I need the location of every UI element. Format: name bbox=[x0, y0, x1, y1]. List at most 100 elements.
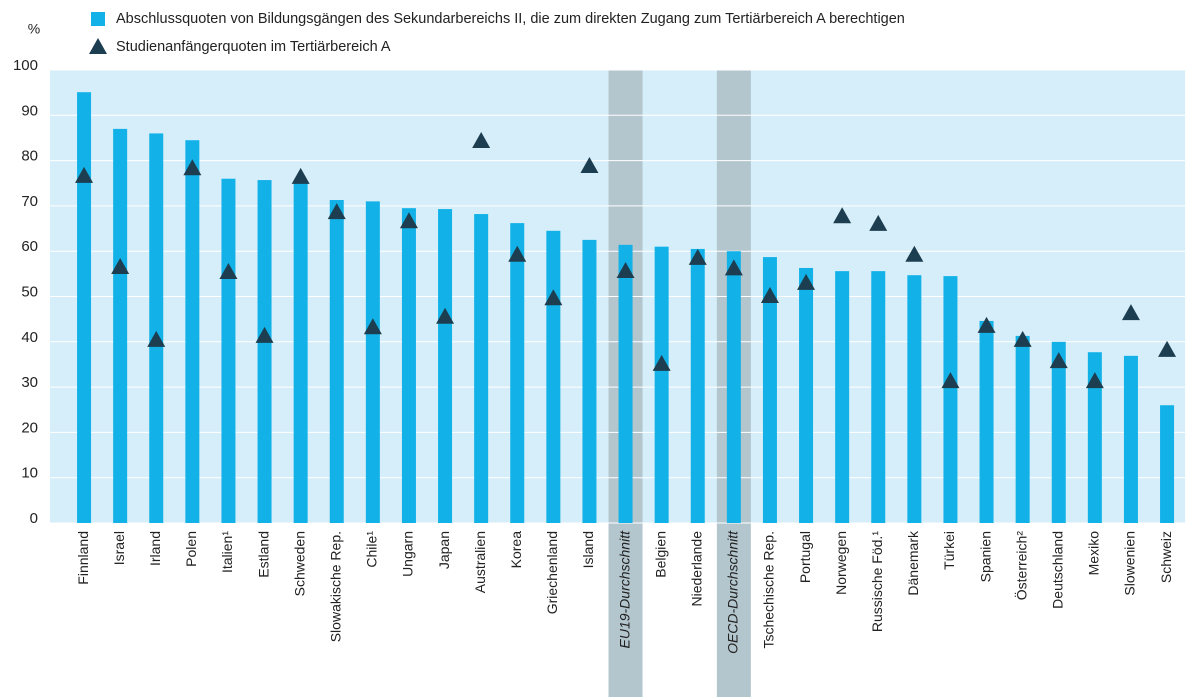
bar bbox=[1051, 341, 1066, 523]
y-tick-label: 70 bbox=[21, 193, 38, 210]
bar bbox=[329, 200, 344, 524]
triangle-marker bbox=[724, 259, 743, 276]
x-tick-label: OECD-Durchschnitt bbox=[725, 530, 741, 654]
y-tick-label: 50 bbox=[21, 283, 38, 300]
bar bbox=[618, 244, 633, 523]
x-tick-label: Ungarn bbox=[400, 531, 416, 577]
triangle-marker bbox=[1013, 330, 1032, 347]
bar bbox=[293, 183, 308, 523]
bar bbox=[726, 251, 741, 523]
x-tick-label: Dänemark bbox=[905, 530, 921, 596]
x-tick-label: Australien bbox=[472, 531, 488, 593]
bar bbox=[1015, 335, 1030, 523]
bar bbox=[979, 320, 994, 523]
triangle-marker bbox=[941, 372, 960, 389]
bar bbox=[871, 271, 886, 523]
x-tick-label: Mexiko bbox=[1086, 531, 1102, 576]
y-tick-label: 0 bbox=[30, 510, 38, 527]
triangle-marker bbox=[869, 214, 888, 231]
bar bbox=[654, 246, 669, 524]
x-tick-label: Island bbox=[580, 531, 596, 568]
triangle-marker bbox=[1085, 372, 1104, 389]
x-tick-label: Schweden bbox=[291, 531, 307, 596]
y-tick-label: 90 bbox=[21, 102, 38, 119]
x-tick-label: Belgien bbox=[652, 531, 668, 578]
bar bbox=[582, 239, 597, 523]
bar bbox=[546, 230, 561, 523]
bar bbox=[185, 140, 200, 523]
triangle-marker bbox=[833, 207, 852, 224]
x-tick-label: Türkei bbox=[941, 531, 957, 570]
legend-swatch bbox=[91, 12, 105, 26]
y-tick-label: 60 bbox=[21, 238, 38, 255]
bar bbox=[401, 208, 416, 524]
bar bbox=[799, 267, 814, 523]
triangle-marker bbox=[1049, 352, 1068, 369]
bar bbox=[438, 209, 453, 524]
x-tick-label: Portugal bbox=[797, 531, 813, 583]
x-tick-label: Österreich² bbox=[1012, 531, 1029, 601]
bar bbox=[907, 275, 922, 523]
bar bbox=[221, 178, 236, 523]
x-tick-label: Schweiz bbox=[1158, 531, 1174, 583]
triangle-marker bbox=[183, 159, 202, 176]
x-tick-label: Deutschland bbox=[1049, 531, 1065, 609]
legend-swatch bbox=[89, 38, 107, 54]
bar bbox=[113, 128, 128, 523]
y-tick-label: 20 bbox=[21, 419, 38, 436]
bar bbox=[835, 271, 850, 523]
bar bbox=[474, 214, 489, 523]
x-tick-label: Irland bbox=[147, 531, 163, 566]
triangle-marker bbox=[436, 307, 455, 324]
x-tick-label: Korea bbox=[508, 531, 524, 569]
x-tick-label: Estland bbox=[255, 531, 271, 578]
x-tick-label: Italien¹ bbox=[219, 531, 235, 573]
y-tick-label: 10 bbox=[21, 465, 38, 482]
bar bbox=[1160, 405, 1175, 523]
x-tick-label: Niederlande bbox=[688, 531, 704, 607]
bar bbox=[943, 276, 958, 523]
x-tick-label: Polen bbox=[183, 531, 199, 567]
x-tick-label: Slowenien bbox=[1122, 531, 1138, 596]
bar bbox=[690, 248, 705, 523]
triangle-marker bbox=[508, 245, 527, 262]
triangle-marker bbox=[616, 262, 635, 279]
triangle-marker bbox=[760, 286, 779, 303]
triangle-marker bbox=[219, 262, 238, 279]
triangle-marker bbox=[977, 316, 996, 333]
x-tick-label: Norwegen bbox=[833, 531, 849, 595]
triangle-marker bbox=[363, 318, 382, 335]
y-unit: % bbox=[28, 21, 40, 37]
x-tick-label: Slowakische Rep. bbox=[327, 531, 343, 642]
triangle-marker bbox=[111, 257, 130, 274]
triangle-marker bbox=[905, 245, 924, 262]
triangle-marker bbox=[75, 166, 94, 183]
x-tick-label: Israel bbox=[111, 531, 127, 565]
triangle-marker bbox=[652, 354, 671, 371]
triangle-marker bbox=[544, 289, 563, 306]
x-tick-label: Spanien bbox=[977, 531, 993, 582]
bar bbox=[762, 257, 777, 523]
triangle-marker bbox=[291, 167, 310, 184]
triangle-marker bbox=[327, 203, 346, 220]
x-tick-label: Finnland bbox=[75, 531, 91, 585]
y-tick-label: 40 bbox=[21, 329, 38, 346]
triangle-marker bbox=[797, 273, 816, 290]
triangle-marker bbox=[147, 330, 166, 347]
y-tick-label: 30 bbox=[21, 374, 38, 391]
y-tick-label: 80 bbox=[21, 148, 38, 165]
x-tick-label: Tschechische Rep. bbox=[761, 531, 777, 649]
triangle-marker bbox=[1121, 304, 1140, 321]
triangle-marker bbox=[255, 326, 274, 343]
bar bbox=[510, 223, 525, 523]
triangle-marker bbox=[399, 212, 418, 229]
bar bbox=[1087, 352, 1102, 523]
bar bbox=[365, 201, 380, 523]
legend-label: Studienanfängerquoten im Tertiärbereich … bbox=[116, 39, 391, 55]
triangle-marker bbox=[1158, 340, 1177, 357]
triangle-marker bbox=[688, 248, 707, 265]
triangle-marker bbox=[472, 132, 491, 149]
bar bbox=[149, 133, 164, 524]
y-tick-label: 100 bbox=[13, 57, 38, 74]
